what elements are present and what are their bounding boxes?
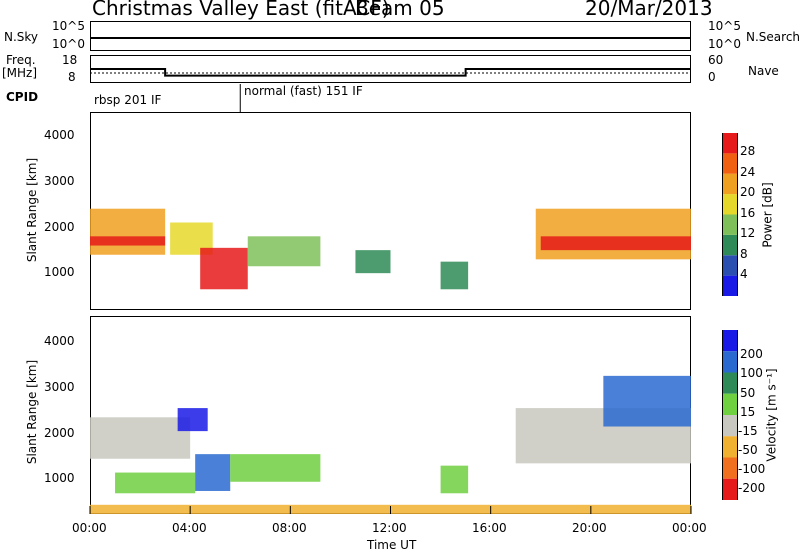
power-cbar-swatch-1 [723, 255, 737, 276]
xtick-2: 08:00 [272, 521, 307, 535]
xaxis-label: Time UT [367, 538, 417, 552]
freq-unit-label: [MHz] [2, 66, 38, 80]
power-region-6 [440, 261, 469, 290]
velocity-region-4 [230, 454, 321, 482]
xtick-4: 16:00 [472, 521, 507, 535]
power-cbar-swatch-7 [723, 133, 737, 154]
velocity-region-0 [90, 417, 191, 459]
power-cbar-tick-20: 20 [740, 185, 756, 199]
power-cbar-tick-4: 4 [740, 267, 748, 281]
power-region-5 [355, 250, 391, 274]
velocity-region-7 [603, 375, 691, 427]
velocity-ytick-2000: 2000 [44, 426, 75, 440]
cpid-segment-1: rbsp 201 IF [94, 93, 162, 107]
cpid-segment-2: normal (fast) 151 IF [244, 84, 363, 98]
nave-tick-top: 60 [708, 53, 724, 67]
n-sky-label: N.Sky [4, 30, 39, 44]
vel-cbar-tick-m200: -200 [738, 481, 766, 495]
power-ytick-3000: 3000 [44, 174, 75, 188]
power-region-7 [535, 208, 691, 260]
sky-tick-bottom: 10^0 [52, 37, 85, 51]
cpid-label: CPID [6, 90, 39, 104]
xtick-5: 20:00 [572, 521, 607, 535]
velocity-cbar-swatch-0 [723, 330, 737, 352]
freq-trace [90, 68, 691, 77]
vel-cbar-tick-m15: -15 [738, 424, 758, 438]
freq-label: Freq. [6, 53, 36, 67]
power-region-0 [90, 208, 166, 255]
velocity-cbar-swatch-7 [723, 478, 737, 500]
velocity-cbar-swatch-4 [723, 415, 737, 437]
xtick-6: 00:00 [672, 521, 707, 535]
power-cbar-swatch-3 [723, 214, 737, 235]
vel-cbar-tick-15: 15 [740, 405, 756, 419]
power-ytick-4000: 4000 [44, 128, 75, 142]
power-region-4 [247, 236, 321, 267]
station-title: Christmas Valley East (fitACF) [92, 0, 390, 20]
sky-tick-top: 10^5 [52, 19, 85, 33]
n-search-label: N.Search [746, 30, 800, 44]
search-tick-bottom: 10^0 [708, 37, 741, 51]
vel-cbar-tick-m50: -50 [738, 443, 758, 457]
vel-cbar-tick-100: 100 [740, 366, 763, 380]
power-ytick-2000: 2000 [44, 220, 75, 234]
noise-panel [90, 21, 691, 51]
velocity-cbar-swatch-3 [723, 393, 737, 415]
velocity-region-1 [177, 408, 208, 432]
beam-label: Beam 05 [355, 0, 445, 20]
power-cbar-tick-8: 8 [740, 247, 748, 261]
vel-cbar-tick-m100: -100 [738, 462, 766, 476]
velocity-ytick-4000: 4000 [44, 334, 75, 348]
power-ytick-1000: 1000 [44, 265, 75, 279]
vel-cbar-tick-200: 200 [740, 347, 763, 361]
power-cbar-tick-28: 28 [740, 144, 756, 158]
date-label: 20/Mar/2013 [585, 0, 713, 20]
power-cbar-swatch-5 [723, 173, 737, 195]
velocity-region-2 [115, 472, 196, 494]
search-tick-top: 10^5 [708, 19, 741, 33]
power-region-1 [90, 236, 166, 246]
power-region-3 [200, 247, 248, 290]
xtick-3: 12:00 [372, 521, 407, 535]
power-cbar-swatch-6 [723, 153, 737, 174]
power-cbar-tick-16: 16 [740, 206, 756, 220]
power-cbar-tick-24: 24 [740, 165, 756, 179]
velocity-cbar-swatch-5 [723, 436, 737, 458]
power-cbar-swatch-0 [723, 275, 737, 296]
xtick-0: 00:00 [72, 521, 107, 535]
velocity-region-5 [440, 465, 469, 494]
velocity-cbar-swatch-6 [723, 457, 737, 479]
velocity-region-3 [195, 454, 231, 491]
power-region-8 [540, 236, 691, 251]
velocity-cbar-swatch-2 [723, 372, 737, 394]
power-cbar-tick-12: 12 [740, 226, 756, 240]
velocity-ytick-3000: 3000 [44, 380, 75, 394]
nave-label: Nave [748, 64, 779, 78]
nave-tick-bottom: 0 [708, 70, 716, 84]
vel-cbar-tick-50: 50 [740, 386, 756, 400]
velocity-cbar-swatch-1 [723, 351, 737, 373]
velocity-ytick-1000: 1000 [44, 471, 75, 485]
freq-tick-bottom: 8 [68, 70, 76, 84]
freq-tick-top: 18 [62, 53, 78, 67]
power-cbar-swatch-2 [723, 234, 737, 256]
power-cbar-swatch-4 [723, 194, 737, 215]
xtick-1: 04:00 [172, 521, 207, 535]
